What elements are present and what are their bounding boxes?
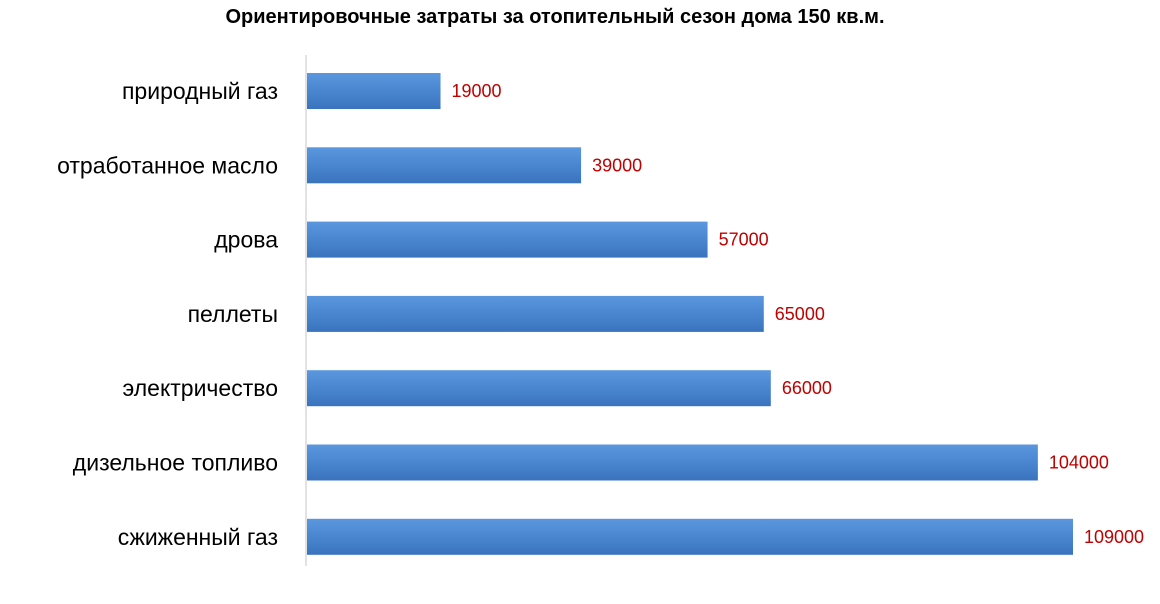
category-label: дизельное топливо (73, 450, 278, 476)
category-label: электричество (123, 375, 279, 401)
data-label: 57000 (719, 230, 769, 250)
category-label: пеллеты (188, 301, 278, 327)
bar (307, 295, 764, 332)
data-label: 65000 (775, 304, 825, 324)
data-label: 66000 (782, 378, 832, 398)
category-label: дрова (214, 227, 278, 253)
chart-title: Ориентировочные затраты за отопительный … (225, 6, 885, 28)
bar (307, 518, 1073, 555)
bar (307, 73, 441, 109)
bar (307, 370, 771, 407)
bar (307, 221, 708, 258)
bar (307, 444, 1038, 481)
bar (307, 147, 582, 184)
data-label: 104000 (1049, 453, 1109, 473)
data-label: 109000 (1084, 527, 1144, 547)
data-label: 19000 (452, 81, 502, 101)
category-label: отработанное масло (57, 152, 278, 178)
bars-layer: природный газ 19000 отработанное масло 3900… (57, 73, 1144, 555)
data-label: 39000 (592, 155, 642, 175)
category-label: природный газ (122, 78, 278, 104)
category-label: сжиженный газ (118, 524, 278, 550)
